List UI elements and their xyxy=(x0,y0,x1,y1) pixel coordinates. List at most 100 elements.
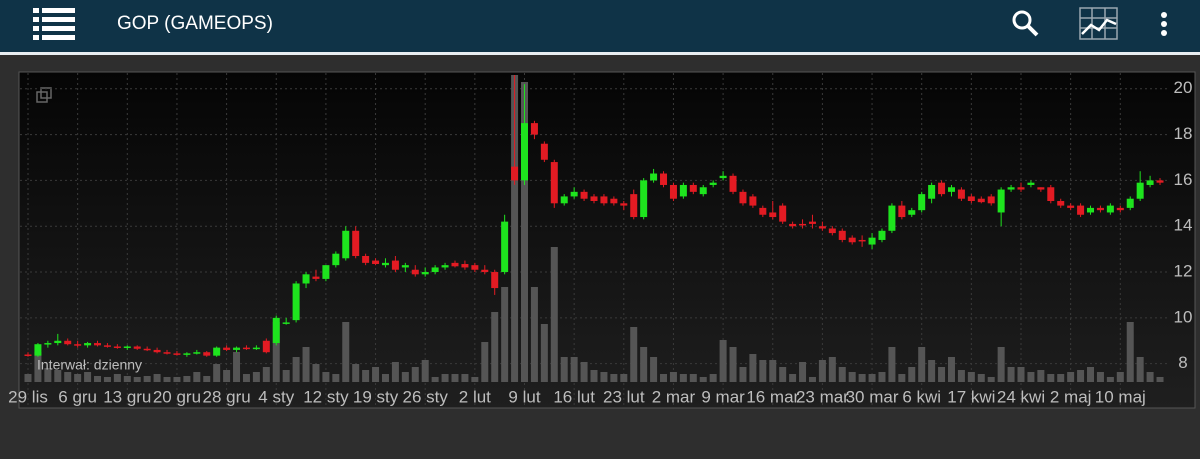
candle-body xyxy=(709,182,717,185)
volume-bar xyxy=(660,374,668,382)
candle-body xyxy=(312,276,320,279)
volume-bar xyxy=(808,377,816,382)
search-button[interactable] xyxy=(1011,9,1041,39)
volume-bar xyxy=(799,362,807,382)
candle-body xyxy=(421,272,429,275)
x-tick-label: 16 mar xyxy=(746,387,799,406)
menu-button[interactable] xyxy=(33,6,79,46)
volume-bar xyxy=(530,287,538,382)
volume-bar xyxy=(1047,374,1055,382)
volume-bar xyxy=(1027,372,1035,382)
volume-bar xyxy=(84,372,92,382)
volume-bar xyxy=(143,376,151,382)
volume-bar xyxy=(987,377,995,382)
y-tick-label: 20 xyxy=(1174,78,1193,97)
x-tick-label: 6 gru xyxy=(58,387,97,406)
volume-bar xyxy=(113,374,121,382)
volume-bar xyxy=(391,362,399,382)
volume-bar xyxy=(759,360,767,382)
candle-body xyxy=(471,265,479,270)
candle-body xyxy=(669,184,677,199)
x-tick-label: 4 sty xyxy=(258,387,294,406)
x-tick-label: 9 lut xyxy=(508,387,540,406)
volume-bar xyxy=(669,372,677,382)
volume-bar xyxy=(610,374,618,382)
volume-bar xyxy=(362,370,370,382)
candle-body xyxy=(143,348,151,351)
volume-bar xyxy=(94,376,102,382)
volume-bar xyxy=(461,374,469,382)
candle-body xyxy=(620,203,628,206)
volume-bar xyxy=(1146,372,1154,382)
volume-bar xyxy=(769,360,777,382)
plot-area xyxy=(18,71,1196,409)
candle-body xyxy=(530,123,538,135)
candle-body xyxy=(282,322,290,324)
volume-bar xyxy=(1096,372,1104,382)
candle-body xyxy=(610,198,618,204)
volume-bar xyxy=(103,377,111,382)
volume-bar xyxy=(74,374,82,382)
candle-body xyxy=(808,221,816,224)
fullscreen-icon[interactable] xyxy=(36,87,52,103)
volume-bar xyxy=(1057,374,1065,382)
candle-body xyxy=(1067,205,1075,208)
candle-body xyxy=(521,123,528,181)
x-tick-label: 13 gru xyxy=(103,387,151,406)
volume-bar xyxy=(1087,367,1095,382)
candle-body xyxy=(967,196,975,202)
volume-bar xyxy=(838,367,846,382)
candle-body xyxy=(1136,182,1144,199)
volume-bar xyxy=(1007,367,1015,382)
candle-body xyxy=(1077,205,1085,215)
volume-bar xyxy=(947,357,955,382)
candle-body xyxy=(868,237,876,245)
volume-bar xyxy=(938,367,946,382)
candle-body xyxy=(163,352,171,354)
candle-body xyxy=(878,230,886,240)
volume-bar xyxy=(620,374,628,382)
x-tick-label: 29 lis xyxy=(8,387,48,406)
candle-body xyxy=(411,269,419,275)
volume-bar xyxy=(679,374,687,382)
volume-bar xyxy=(739,367,747,382)
chart-type-button[interactable] xyxy=(1079,7,1119,41)
volume-bar xyxy=(729,347,737,382)
candle-body xyxy=(491,272,499,289)
volume-bar xyxy=(570,357,578,382)
volume-bar xyxy=(471,377,479,382)
x-tick-label: 2 lut xyxy=(459,387,491,406)
volume-bar xyxy=(511,75,519,382)
volume-bar xyxy=(600,372,608,382)
candle-body xyxy=(233,347,241,350)
volume-bar xyxy=(928,360,936,382)
candle-body xyxy=(789,223,797,227)
volume-bar xyxy=(44,368,52,382)
candle-body xyxy=(252,347,260,350)
candle-body xyxy=(481,269,489,273)
candle-body xyxy=(173,353,181,355)
candle-body xyxy=(570,191,578,197)
candle-body xyxy=(729,175,737,192)
volume-bar xyxy=(242,374,250,382)
candle-body xyxy=(401,265,409,268)
candle-body xyxy=(451,262,459,267)
more-button[interactable] xyxy=(1159,11,1169,41)
candle-body xyxy=(689,184,697,192)
volume-bar xyxy=(689,374,697,382)
candle-body xyxy=(818,226,826,229)
candle-body xyxy=(769,212,777,218)
volume-bar xyxy=(372,367,380,382)
candle-body xyxy=(1027,182,1035,185)
volume-bar xyxy=(381,374,389,382)
volume-bar xyxy=(898,374,906,382)
candle-body xyxy=(928,184,936,199)
volume-bar xyxy=(163,377,171,382)
volume-bar xyxy=(630,327,638,382)
volume-bar xyxy=(123,376,131,382)
x-tick-label: 24 kwi xyxy=(997,387,1045,406)
candle-body xyxy=(739,191,747,204)
volume-bar xyxy=(24,374,32,382)
candle-body xyxy=(540,143,548,160)
